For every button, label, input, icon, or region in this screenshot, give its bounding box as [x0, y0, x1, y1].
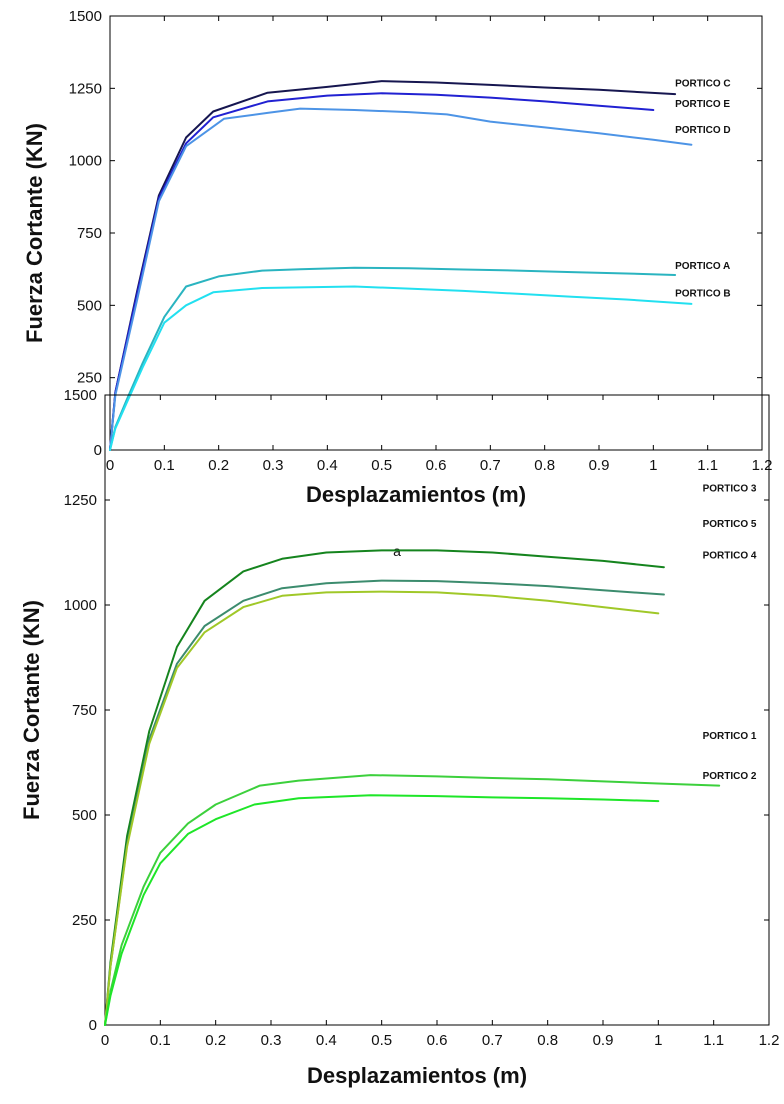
x-tick-label: 1.1	[697, 457, 718, 474]
y-tick-label: 1500	[69, 8, 102, 25]
series-line-portico-3	[104, 549, 665, 1026]
x-tick-label: 0.4	[316, 1032, 337, 1049]
x-axis-title: Desplazamientos (m)	[306, 482, 526, 507]
x-tick-label: 0.1	[150, 1032, 171, 1049]
series-label-portico-c: PORTICO C	[675, 79, 731, 90]
x-tick-label: 0.7	[482, 1032, 503, 1049]
x-tick-label: 1	[654, 1032, 662, 1049]
x-tick-label: 1.2	[752, 457, 773, 474]
series-label-portico-e: PORTICO E	[675, 99, 730, 110]
y-tick-label: 1000	[64, 597, 97, 614]
series-line-portico-1	[104, 774, 721, 1026]
x-tick-label: 1.1	[703, 1032, 724, 1049]
series-label-portico-1: PORTICO 1	[703, 731, 757, 742]
series-label-portico-2: PORTICO 2	[703, 771, 757, 782]
y-tick-label: 1000	[69, 153, 102, 170]
series-label-portico-4: PORTICO 4	[703, 551, 757, 562]
x-tick-label: 0.9	[589, 457, 610, 474]
x-tick-label: 0.6	[427, 1032, 448, 1049]
series-line-portico-b	[109, 285, 693, 451]
x-tick-label: 0.4	[317, 457, 338, 474]
x-tick-label: 0.2	[208, 457, 229, 474]
x-tick-label: 0.8	[534, 457, 555, 474]
series-label-portico-5: PORTICO 5	[703, 519, 757, 530]
x-tick-label: 0	[101, 1032, 109, 1049]
series-line-portico-a	[109, 266, 677, 451]
x-tick-label: 0.6	[426, 457, 447, 474]
series-label-portico-3: PORTICO 3	[703, 483, 757, 494]
y-tick-label: 1500	[64, 387, 97, 404]
series-line-portico-5	[104, 579, 665, 1026]
x-tick-label: 0.9	[593, 1032, 614, 1049]
x-axis-title: Desplazamientos (m)	[307, 1063, 527, 1088]
y-tick-label: 1250	[69, 80, 102, 97]
x-tick-label: 0.1	[154, 457, 175, 474]
x-tick-label: 0	[106, 457, 114, 474]
x-tick-label: 0.5	[371, 457, 392, 474]
chart-a: 0 0.1 0.2 0.3 0.4 0.5 0.6 0.7 0.8 0.9 1 1.1 1.2 0 250 5…	[22, 8, 772, 559]
x-tick-label: 0.8	[537, 1032, 558, 1049]
y-tick-label: 0	[94, 442, 102, 459]
y-tick-label: 500	[72, 807, 97, 824]
x-tick-label: 0.3	[261, 1032, 282, 1049]
y-tick-label: 0	[89, 1017, 97, 1034]
y-tick-label: 250	[77, 370, 102, 387]
y-tick-label: 750	[72, 702, 97, 719]
y-tick-label: 500	[77, 297, 102, 314]
plot-frame	[109, 15, 763, 451]
series-label-portico-d: PORTICO D	[675, 125, 731, 136]
chart-b: 0 0.1 0.2 0.3 0.4 0.5 0.6 0.7 0.8 0.9 1 1.1 1.2 0 250 5…	[19, 387, 779, 1088]
y-axis-title: Fuerza Cortante (KN)	[19, 600, 44, 820]
x-tick-label: 0.7	[480, 457, 501, 474]
x-tick-label: 0.3	[263, 457, 284, 474]
x-tick-label: 1	[649, 457, 657, 474]
x-tick-label: 0.2	[205, 1032, 226, 1049]
x-tick-label: 1.2	[759, 1032, 780, 1049]
y-axis-title: Fuerza Cortante (KN)	[22, 123, 47, 343]
x-tick-label: 0.5	[371, 1032, 392, 1049]
y-tick-label: 750	[77, 225, 102, 242]
series-line-portico-e	[109, 92, 655, 451]
series-line-portico-2	[104, 794, 660, 1026]
series-line-portico-d	[109, 107, 693, 451]
series-line-portico-4	[104, 590, 660, 1026]
y-tick-label: 250	[72, 912, 97, 929]
series-label-portico-a: PORTICO A	[675, 261, 730, 272]
series-label-portico-b: PORTICO B	[675, 288, 731, 299]
y-tick-label: 1250	[64, 492, 97, 509]
